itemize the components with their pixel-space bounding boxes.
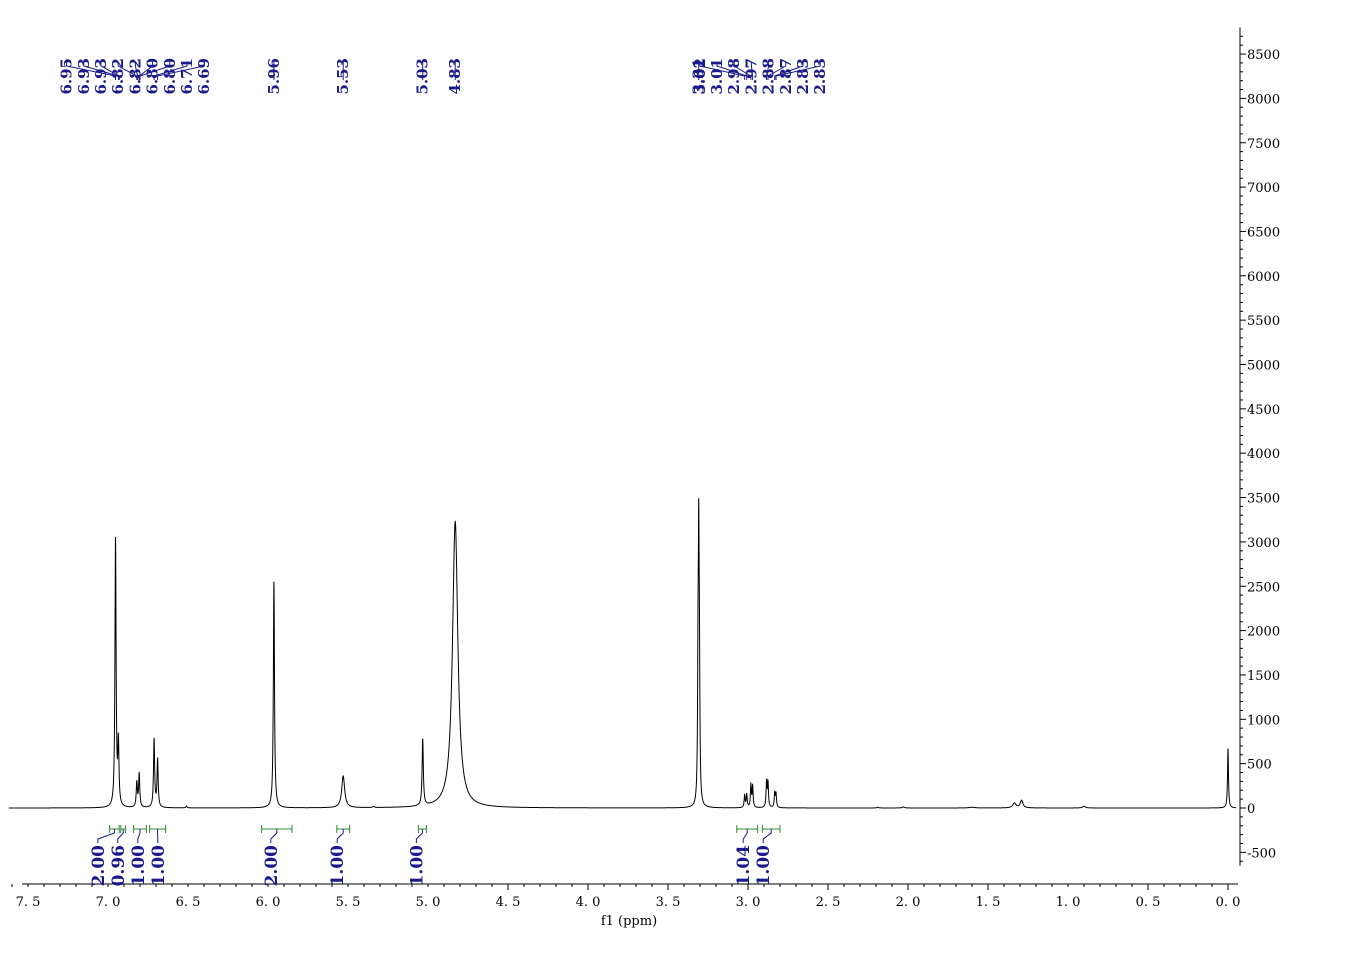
- x-tick-label: 7. 5: [16, 895, 41, 910]
- y-tick-label: 2000: [1247, 625, 1280, 640]
- x-tick-label: 5. 5: [336, 895, 361, 910]
- integral-label: 1.00: [328, 845, 348, 887]
- integral-label: 1.00: [754, 845, 774, 887]
- integral-leader-line: [416, 829, 422, 843]
- x-tick-label: 6. 0: [256, 895, 281, 910]
- x-tick-label: 3. 0: [736, 895, 761, 910]
- y-tick-label: 8000: [1247, 92, 1280, 107]
- y-tick-label: 1500: [1247, 669, 1280, 684]
- integral-label: 2.00: [262, 845, 282, 887]
- y-tick-label: 1000: [1247, 713, 1280, 728]
- integral-label: 0.96: [109, 845, 129, 886]
- y-tick-label: 2500: [1247, 580, 1280, 595]
- axes-group: 7. 5 7. 0 6. 5 6. 0 5. 5 5. 0 4. 5 4. 0 3. 5 3. 0…: [12, 27, 1280, 910]
- y-tick-label: 3000: [1247, 536, 1280, 551]
- y-tick-label: 3500: [1247, 492, 1280, 507]
- y-tick-label: 6500: [1247, 225, 1280, 240]
- y-tick-label: -500: [1247, 846, 1276, 861]
- y-tick-label: 4500: [1247, 403, 1280, 418]
- y-tick-label: 7500: [1247, 137, 1280, 152]
- spectrum-line: [9, 498, 1236, 808]
- y-tick-label: 5000: [1247, 359, 1280, 374]
- integral-leader-line: [337, 829, 343, 843]
- x-tick-label: 0. 5: [1136, 895, 1161, 910]
- x-tick-label: 7. 0: [96, 895, 121, 910]
- integral-leader-line: [271, 829, 277, 843]
- integral-leader-line: [98, 829, 115, 843]
- y-tick-label: 6000: [1247, 270, 1280, 285]
- integral-leader-line: [763, 829, 771, 843]
- x-axis-title: f1 (ppm): [601, 914, 657, 929]
- integral-leader-line: [138, 829, 140, 843]
- x-tick-label: 2. 5: [816, 895, 841, 910]
- y-tick-label: 0: [1247, 802, 1255, 817]
- x-tick-label: 1. 0: [1056, 895, 1081, 910]
- integral-label: 2.00: [89, 845, 109, 887]
- integral-label: 1.04: [734, 845, 754, 887]
- integral-label: 1.00: [129, 845, 149, 887]
- y-tick-label: 7000: [1247, 181, 1280, 196]
- y-tick-label: 5500: [1247, 314, 1280, 329]
- x-tick-label: 0. 0: [1216, 895, 1241, 910]
- x-tick-label: 5. 0: [416, 895, 441, 910]
- x-tick-label: 4. 0: [576, 895, 601, 910]
- x-tick-label: 3. 5: [656, 895, 681, 910]
- y-tick-label: 4000: [1247, 447, 1280, 462]
- x-tick-label: 4. 5: [496, 895, 521, 910]
- x-tick-label: 1. 5: [976, 895, 1001, 910]
- x-tick-label: 6. 5: [176, 895, 201, 910]
- spectrum-group: [9, 498, 1236, 808]
- y-tick-label: 8500: [1247, 48, 1280, 63]
- integral-label: 1.00: [149, 845, 169, 887]
- x-tick-label: 2. 0: [896, 895, 921, 910]
- y-tick-label: 500: [1247, 758, 1272, 773]
- integral-label: 1.00: [407, 845, 427, 887]
- integral-leader-line: [743, 829, 747, 843]
